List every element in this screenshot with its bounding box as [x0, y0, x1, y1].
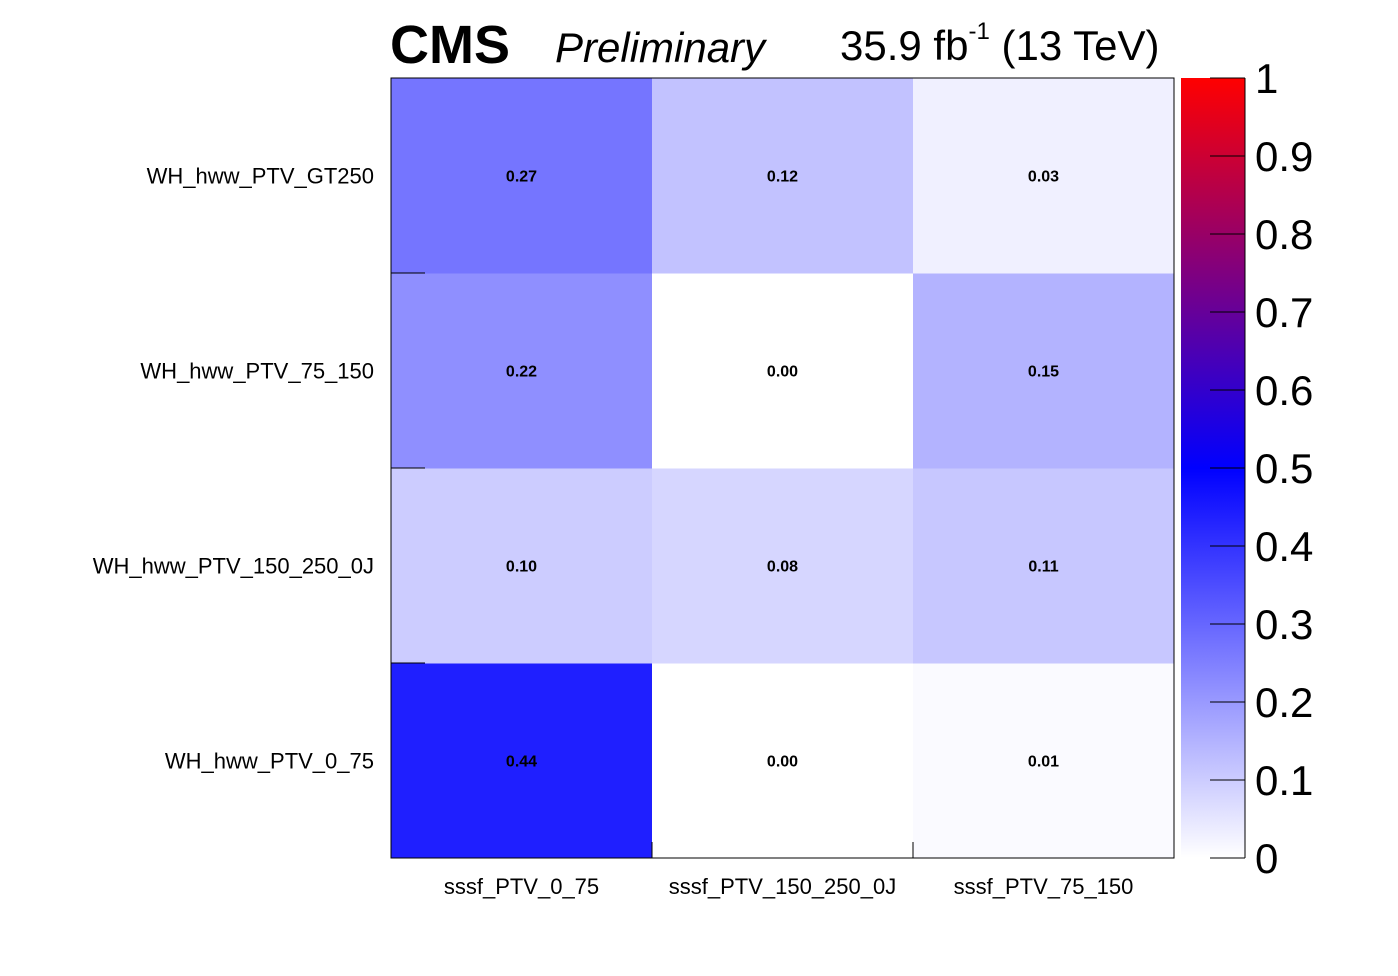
y-tick-label: WH_hww_PTV_150_250_0J — [93, 554, 374, 579]
colorbar-tick-label: 0.1 — [1255, 757, 1313, 804]
colorbar-tick-label: 0.4 — [1255, 523, 1313, 570]
colorbar-tick-label: 0.2 — [1255, 679, 1313, 726]
colorbar-tick-label: 0.5 — [1255, 445, 1313, 492]
heatmap-cell — [652, 468, 914, 664]
y-tick-label: WH_hww_PTV_GT250 — [147, 164, 374, 189]
cell-value-label: 0.22 — [506, 364, 537, 381]
heatmap-cell — [913, 468, 1175, 664]
heatmap-cell — [652, 273, 914, 469]
cell-value-label: 0.27 — [506, 169, 537, 186]
colorbar-tick-label: 0.3 — [1255, 601, 1313, 648]
heatmap-cell — [391, 78, 653, 274]
status-label: Preliminary — [555, 24, 766, 71]
y-tick-label: WH_hww_PTV_0_75 — [165, 749, 374, 774]
lumi-exponent: -1 — [968, 18, 990, 45]
colorbar-tick-label: 0.8 — [1255, 211, 1313, 258]
colorbar-tick-label: 0.6 — [1255, 367, 1313, 414]
cell-value-label: 0.00 — [767, 364, 798, 381]
cell-value-label: 0.44 — [506, 754, 537, 771]
luminosity-label: 35.9 fb-1 (13 TeV) — [840, 18, 1160, 86]
energy-label: (13 TeV) — [1001, 22, 1160, 69]
cell-value-label: 0.15 — [1028, 364, 1059, 381]
cell-value-label: 0.10 — [506, 559, 537, 576]
heatmap-cell — [652, 78, 914, 274]
heatmap-cell — [913, 78, 1175, 274]
lumi-value: 35.9 fb — [840, 22, 969, 69]
x-tick-label: sssf_PTV_0_75 — [444, 874, 599, 899]
cell-value-label: 0.08 — [767, 559, 798, 576]
experiment-label: CMS — [390, 15, 510, 75]
x-tick-label: sssf_PTV_150_250_0J — [669, 874, 897, 899]
colorbar-tick-label: 0 — [1255, 835, 1278, 882]
cell-value-label: 0.00 — [767, 754, 798, 771]
heatmap-cell — [391, 663, 653, 859]
heatmap-cell — [391, 468, 653, 664]
cell-value-label: 0.03 — [1028, 169, 1059, 186]
cell-value-label: 0.01 — [1028, 754, 1059, 771]
heatmap-cell — [391, 273, 653, 469]
x-tick-label: sssf_PTV_75_150 — [954, 874, 1134, 899]
y-tick-label: WH_hww_PTV_75_150 — [140, 359, 374, 384]
cell-value-label: 0.12 — [767, 169, 798, 186]
colorbar-tick-label: 0.9 — [1255, 133, 1313, 180]
heatmap-cell — [913, 273, 1175, 469]
colorbar-tick-label: 0.7 — [1255, 289, 1313, 336]
colorbar-tick-label: 1 — [1255, 55, 1278, 102]
heatmap-cell — [652, 663, 914, 859]
heatmap-cell — [913, 663, 1175, 859]
cell-value-label: 0.11 — [1028, 559, 1058, 576]
